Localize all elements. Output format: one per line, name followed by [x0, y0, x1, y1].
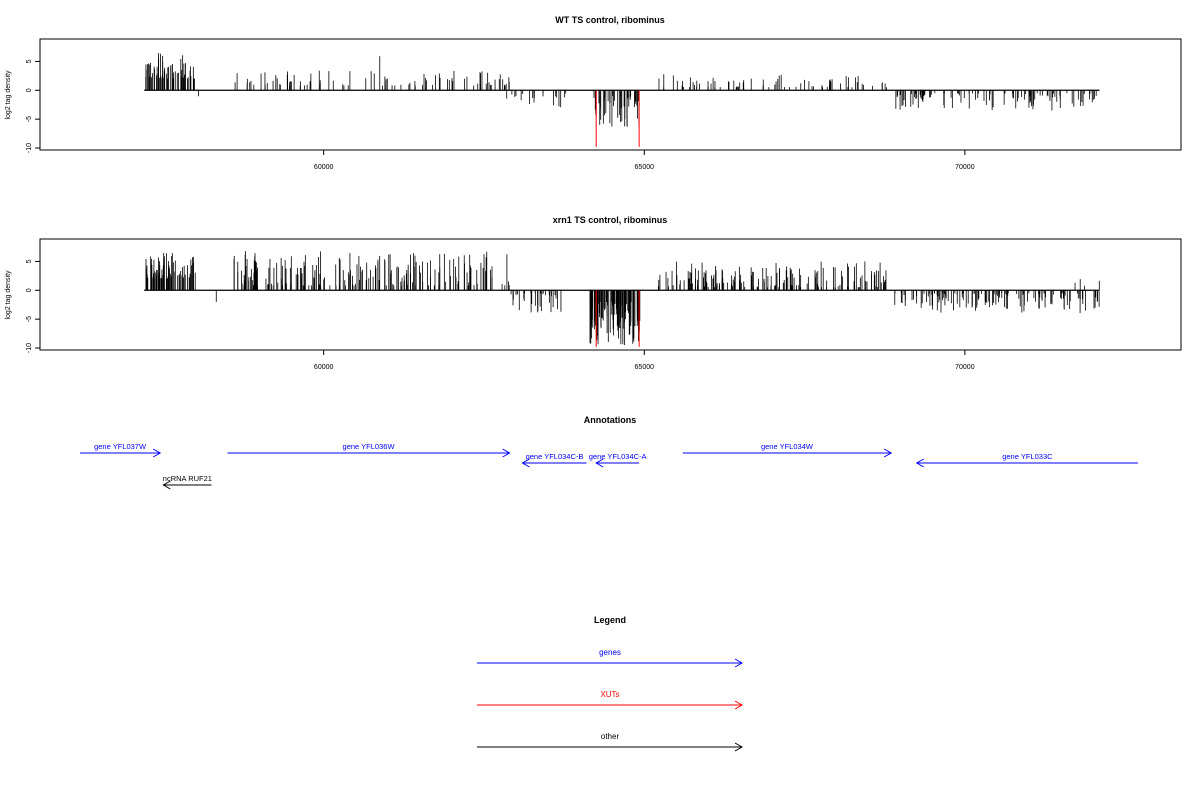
annotations-panel: Annotations gene YFL037W gene YFL036Wgene…	[80, 415, 1138, 490]
x-tick-label: 65000	[635, 364, 655, 371]
wt-x-axis: 60000 65000 70000	[314, 150, 975, 171]
annotation-feature: gene YFL037W	[80, 442, 162, 458]
wt-track-title: WT TS control, ribominus	[555, 15, 665, 25]
legend-arrowhead	[734, 658, 744, 668]
legend-label: other	[601, 732, 620, 741]
strand-arrowhead	[595, 458, 604, 468]
y-tick-label: -5	[26, 316, 33, 322]
feature-label: ncRNA RUF21	[163, 474, 212, 483]
xrn1-x-axis: 60000 65000 70000	[314, 350, 975, 371]
wt-y-axis-label: log2 tag density	[5, 70, 12, 120]
legend-entry: other	[477, 732, 744, 752]
legend-arrowhead	[734, 742, 744, 752]
y-tick-label: -10	[26, 343, 33, 353]
legend-title: Legend	[594, 615, 626, 625]
strand-arrowhead	[162, 480, 171, 490]
y-tick-label: 0	[26, 88, 33, 92]
legend-arrowhead	[734, 700, 744, 710]
annotation-features: gene YFL037W gene YFL036W gene YFL034C-B ge…	[80, 442, 1138, 490]
legend-label: XUTs	[600, 690, 619, 699]
feature-label: gene YFL037W	[94, 442, 147, 451]
annotation-feature: ncRNA RUF21	[162, 474, 212, 490]
annotation-feature: gene YFL034W	[682, 442, 893, 458]
annotations-title: Annotations	[584, 415, 637, 425]
wt-bars	[144, 52, 1100, 127]
xrn1-plot-frame	[39, 238, 1182, 351]
feature-label: gene YFL034W	[761, 442, 814, 451]
x-tick-label: 60000	[314, 364, 334, 371]
wt-red-spikes	[595, 90, 640, 147]
strand-arrowhead	[152, 448, 162, 458]
y-tick-label: -10	[26, 143, 33, 153]
x-tick-label: 65000	[635, 164, 655, 171]
wt-y-axis: 5 0 -5 -10	[26, 59, 40, 153]
xrn1-y-axis: 5 0 -5 -10	[26, 259, 40, 353]
strand-arrowhead	[915, 458, 925, 468]
y-tick-label: 5	[26, 259, 33, 263]
xrn1-red-spikes	[595, 290, 640, 347]
strand-arrowhead	[502, 448, 511, 458]
annotation-feature: gene YFL036W	[227, 442, 511, 458]
legend-entry: XUTs	[477, 690, 744, 710]
feature-label: gene YFL033C	[1002, 452, 1053, 461]
legend-entry: genes	[477, 648, 744, 668]
feature-label: gene YFL034C-B	[526, 452, 584, 461]
x-tick-label: 70000	[955, 364, 975, 371]
wt-track-panel: WT TS control, ribominus log2 tag densit…	[5, 15, 1182, 171]
annotation-feature: gene YFL034C-A	[589, 452, 647, 468]
legend-label: genes	[599, 648, 621, 657]
x-tick-label: 60000	[314, 164, 334, 171]
xrn1-track-title: xrn1 TS control, ribominus	[553, 215, 668, 225]
legend-panel: Legend genes XUTs other	[477, 615, 744, 752]
legend-entries: genes XUTs other	[477, 648, 744, 752]
xrn1-y-axis-label: log2 tag density	[5, 270, 12, 320]
strand-arrowhead	[521, 458, 530, 468]
xrn1-bars	[144, 251, 1100, 345]
wt-plot-frame	[39, 38, 1182, 151]
y-tick-label: 0	[26, 288, 33, 292]
x-tick-label: 70000	[955, 164, 975, 171]
y-tick-label: -5	[26, 116, 33, 122]
feature-label: gene YFL034C-A	[589, 452, 647, 461]
y-tick-label: 5	[26, 59, 33, 63]
annotation-feature: gene YFL033C	[915, 452, 1138, 468]
xrn1-track-panel: xrn1 TS control, ribominus log2 tag dens…	[5, 215, 1182, 371]
strand-arrowhead	[883, 448, 893, 458]
feature-label: gene YFL036W	[343, 442, 396, 451]
annotation-feature: gene YFL034C-B	[521, 452, 587, 468]
